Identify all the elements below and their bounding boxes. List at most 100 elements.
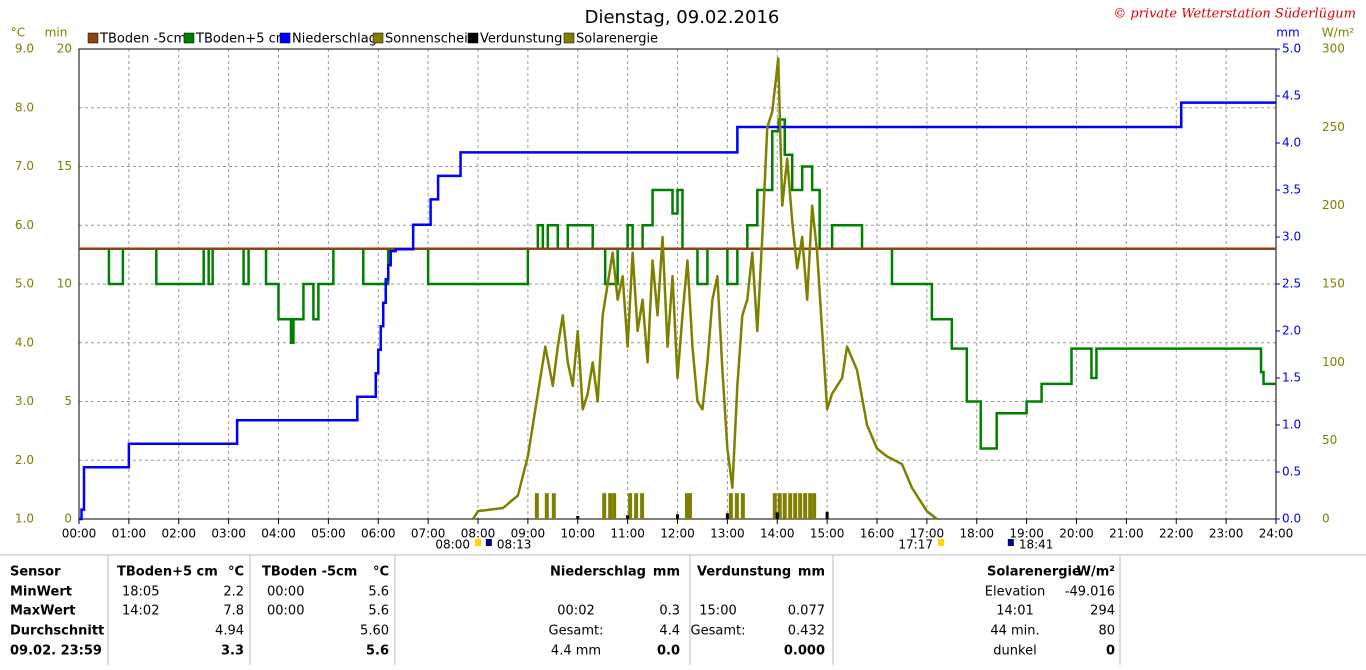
table-cell: 09.02. 23:59	[10, 644, 102, 659]
legend-swatch	[183, 32, 195, 44]
table-cell: 00:00	[267, 604, 304, 619]
x-tick-label: 22:00	[1159, 527, 1194, 541]
tick-mark	[775, 512, 779, 519]
table-cell: Durchschnitt	[10, 624, 104, 639]
legend-swatch	[467, 32, 479, 44]
table-cell: 5.6	[368, 585, 389, 600]
table-cell: °C	[373, 565, 389, 580]
table-cell: MinWert	[10, 585, 72, 600]
table-cell: Solarenergie	[987, 565, 1081, 580]
table-cell: mm	[653, 565, 680, 580]
table-cell: MaxWert	[10, 604, 75, 619]
tick-mark	[725, 513, 729, 519]
table-cell: 14:02	[122, 604, 159, 619]
x-tick-label: 03:00	[211, 527, 246, 541]
bar	[634, 493, 639, 519]
table-cell: 80	[1098, 624, 1115, 639]
table-cell: 00:00	[267, 585, 304, 600]
table-cell: 0.432	[788, 624, 825, 639]
y-tick-label: 5.0	[15, 277, 34, 291]
x-tick-label: 05:00	[311, 527, 346, 541]
table-cell: 44 min.	[990, 624, 1039, 639]
bar	[812, 493, 817, 519]
table-cell: 5.6	[366, 644, 389, 659]
table-cell: 0.0	[657, 644, 680, 659]
table-cell: 5.6	[368, 604, 389, 619]
y4-tick-label: 150	[1322, 277, 1345, 291]
table-cell: 2.2	[223, 585, 244, 600]
y-tick-label: 9.0	[15, 42, 34, 56]
x-tick-label: 01:00	[112, 527, 147, 541]
bar	[534, 493, 539, 519]
y3-tick-label: 10	[57, 277, 72, 291]
table-cell: 0	[1106, 644, 1115, 659]
x-tick-label: 21:00	[1109, 527, 1144, 541]
x-tick-label: 04:00	[261, 527, 296, 541]
x-tick-label: 09:00	[511, 527, 546, 541]
table-cell: 0.077	[788, 604, 825, 619]
table-cell: 0.000	[784, 644, 825, 659]
y2-tick-label: 0.0	[1282, 512, 1301, 526]
x-tick-label: 20:00	[1059, 527, 1094, 541]
y2-tick-label: 1.0	[1282, 418, 1301, 432]
y-tick-label: 4.0	[15, 335, 34, 349]
y2-tick-label: 4.5	[1282, 89, 1301, 103]
annotation: 08:00	[435, 538, 470, 552]
table-cell: 00:02	[557, 604, 594, 619]
table-cell: 4.4	[659, 624, 680, 639]
x-tick-label: 17:00	[910, 527, 945, 541]
legend-swatch	[563, 32, 575, 44]
legend-swatch	[372, 32, 384, 44]
bar	[687, 493, 692, 519]
table-cell: mm	[798, 565, 825, 580]
table-cell: 7.8	[223, 604, 244, 619]
bar	[728, 493, 733, 519]
x-tick-label: 02:00	[161, 527, 196, 541]
table-cell: 4.4 mm	[551, 644, 601, 659]
y2-tick-label: 3.0	[1282, 230, 1301, 244]
y-tick-label: 2.0	[15, 453, 34, 467]
bar	[608, 493, 613, 519]
table-cell: 5.60	[360, 624, 389, 639]
sun-marker	[475, 539, 481, 546]
x-tick-label: 24:00	[1259, 527, 1294, 541]
bar	[734, 493, 739, 519]
y4-tick-label: 300	[1322, 42, 1345, 56]
table-cell: dunkel	[993, 644, 1036, 659]
legend-label: Verdunstung	[480, 32, 562, 47]
tick-mark	[626, 515, 630, 519]
y3-tick-label: 20	[57, 42, 72, 56]
x-tick-label: 15:00	[810, 527, 845, 541]
step-line	[79, 101, 1276, 521]
annotation: 08:13	[497, 538, 532, 552]
y2-axis-unit: mm	[1276, 26, 1299, 40]
line	[471, 57, 938, 520]
x-tick-label: 14:00	[760, 527, 795, 541]
chart-title: Dienstag, 09.02.2016	[585, 7, 780, 28]
tick-mark	[825, 511, 829, 519]
y-tick-label: 6.0	[15, 218, 34, 232]
y4-tick-label: 100	[1322, 355, 1345, 369]
legend-label: Solarenergie	[576, 32, 658, 47]
legend-label: Sonnenschein	[385, 32, 476, 47]
x-tick-label: 11:00	[610, 527, 645, 541]
x-tick-label: 18:00	[959, 527, 994, 541]
table-cell: 3.3	[221, 644, 244, 659]
y4-tick-label: 0	[1322, 512, 1330, 526]
bar	[788, 493, 793, 519]
y2-tick-label: 3.5	[1282, 183, 1301, 197]
table-cell: Verdunstung	[697, 565, 791, 580]
y2-tick-label: 2.5	[1282, 277, 1301, 291]
bar	[612, 493, 617, 519]
x-tick-label: 19:00	[1009, 527, 1044, 541]
bar	[740, 493, 745, 519]
table-cell: 294	[1090, 604, 1115, 619]
x-tick-label: 06:00	[361, 527, 396, 541]
x-tick-label: 00:00	[62, 527, 97, 541]
table-cell: 4.94	[215, 624, 244, 639]
bar	[808, 493, 813, 519]
bar	[772, 493, 777, 519]
y3-tick-label: 0	[64, 512, 72, 526]
